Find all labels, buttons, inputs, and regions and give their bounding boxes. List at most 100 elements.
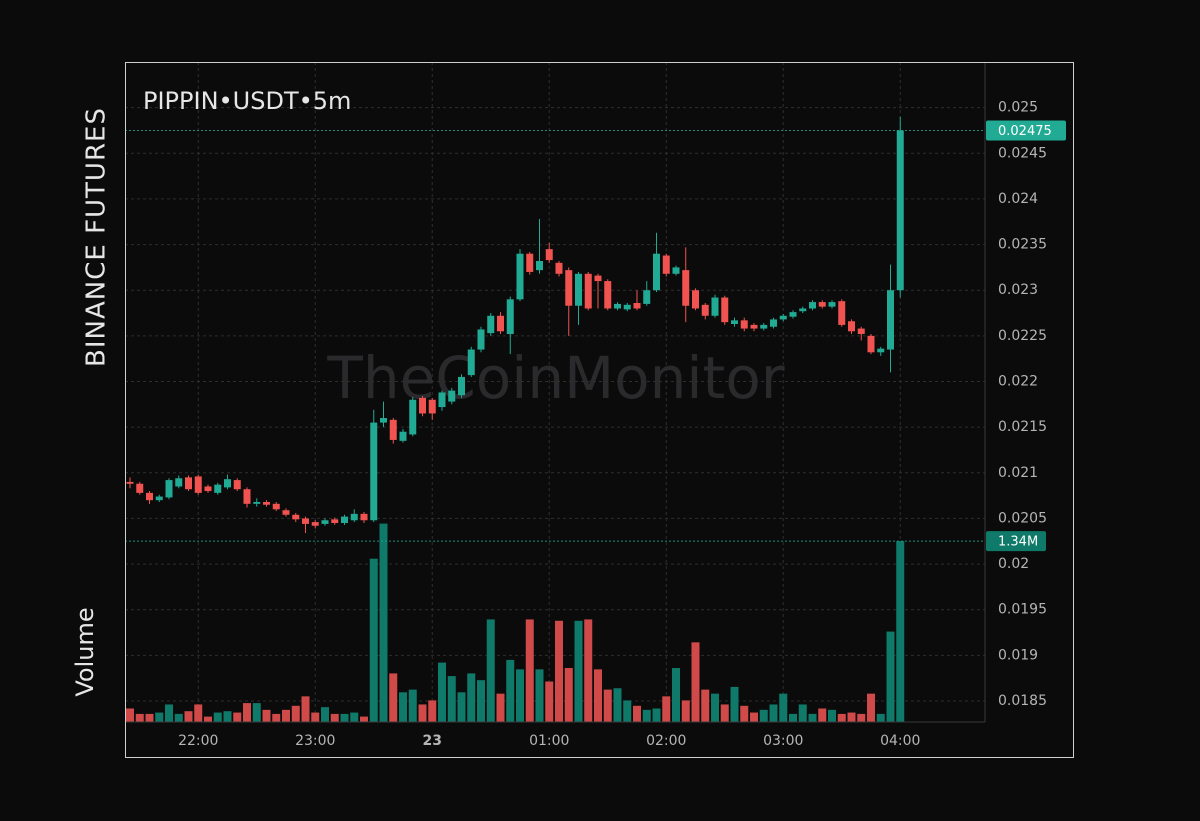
volume-bar (769, 704, 778, 722)
volume-bar (457, 692, 466, 722)
volume-bar (467, 673, 476, 722)
candle-body (809, 302, 816, 309)
candle-body (614, 303, 621, 309)
candle-body (604, 281, 612, 309)
volume-bar (652, 708, 661, 722)
volume-bar (438, 662, 446, 722)
volume-bar (428, 700, 437, 722)
y-tick-label: 0.0235 (998, 237, 1047, 253)
volume-bar (779, 693, 788, 722)
volume-bar (243, 703, 251, 722)
volume-bar (330, 713, 339, 722)
volume-bar (418, 704, 427, 722)
candle-body (760, 324, 768, 329)
volume-bar (350, 712, 359, 722)
volume-bar (789, 713, 797, 722)
volume-bar (750, 712, 758, 722)
volume-bar (486, 619, 495, 722)
candle-body (575, 273, 582, 306)
x-tick-label: 23 (423, 733, 442, 749)
candle-body (516, 253, 524, 300)
candle-body (341, 516, 348, 523)
volume-bar (360, 716, 368, 722)
candle-body (565, 270, 573, 306)
volume-bar (808, 713, 817, 722)
candle-body (711, 297, 719, 316)
y-tick-label: 0.0205 (998, 510, 1047, 526)
candle-body (838, 301, 846, 325)
candle-body (623, 304, 631, 310)
x-tick-label: 02:00 (646, 733, 686, 749)
volume-bar (291, 705, 300, 722)
last-price-label: 0.02475 (998, 124, 1052, 139)
y-tick-label: 0.019 (998, 647, 1038, 663)
volume-bar (126, 708, 134, 722)
candle-body (545, 249, 553, 261)
volume-bar (135, 713, 144, 722)
volume-bar (535, 669, 544, 722)
volume-bar (691, 642, 700, 722)
candle-body (380, 418, 387, 423)
candle-body (506, 299, 514, 335)
volume-bar (311, 712, 320, 722)
candle-body (682, 270, 690, 306)
volume-bar (252, 703, 261, 722)
last-volume-tag (986, 531, 1046, 552)
y-tick-label: 0.02 (998, 556, 1029, 572)
volume-bar (623, 700, 632, 722)
volume-bar (496, 693, 505, 722)
candle-body (428, 399, 436, 414)
volume-bar (720, 704, 729, 722)
candle-body (779, 315, 787, 320)
candle-body (555, 262, 563, 274)
volume-bar (603, 689, 612, 722)
volume-label: Volume (71, 607, 99, 696)
volume-bar (301, 696, 310, 722)
y-tick-label: 0.0185 (998, 693, 1047, 709)
volume-bar (847, 712, 856, 722)
exchange-label: BINANCE FUTURES (82, 107, 112, 367)
marks (125, 116, 985, 722)
candle-body (799, 308, 807, 312)
volume-bar (525, 619, 534, 722)
frame (125, 62, 1074, 758)
candle-body (399, 431, 407, 441)
y-tick-label: 0.0215 (998, 419, 1047, 435)
volume-bar (613, 688, 622, 722)
candle-body (155, 496, 163, 501)
y-tick-label: 0.025 (998, 100, 1038, 116)
y-tick-label: 0.0195 (998, 602, 1047, 618)
volume-bar (174, 713, 183, 722)
candle-body (331, 519, 339, 523)
candle-body (731, 320, 738, 324)
candle-body (633, 302, 641, 309)
candle-body (526, 253, 534, 272)
candle-body (672, 267, 680, 274)
y-tick-label: 0.023 (998, 282, 1038, 298)
candle-body (253, 502, 261, 504)
volume-bar (369, 558, 378, 722)
candle-body (233, 480, 241, 490)
candle-body (818, 302, 826, 307)
last-price-tag (986, 120, 1066, 141)
volume-bar (233, 712, 242, 722)
candle-body (448, 390, 456, 402)
candle-body (536, 261, 543, 271)
candle-body (458, 376, 465, 396)
x-tick-label: 23:00 (295, 733, 335, 749)
volume-bar (730, 686, 739, 722)
candle-body (867, 335, 875, 353)
volume-bar (545, 681, 554, 722)
candle-body (750, 324, 758, 329)
x-tick-label: 03:00 (763, 733, 803, 749)
candle-body (653, 253, 660, 291)
watermark: TheCoinMonitor (326, 344, 784, 412)
volume-bar (564, 668, 573, 722)
candle-body (828, 302, 836, 307)
volume-bar (584, 619, 593, 722)
volume-bar (672, 668, 680, 722)
x-tick-label: 01:00 (529, 733, 569, 749)
candle-body (214, 484, 222, 493)
volume-bar (506, 659, 515, 722)
